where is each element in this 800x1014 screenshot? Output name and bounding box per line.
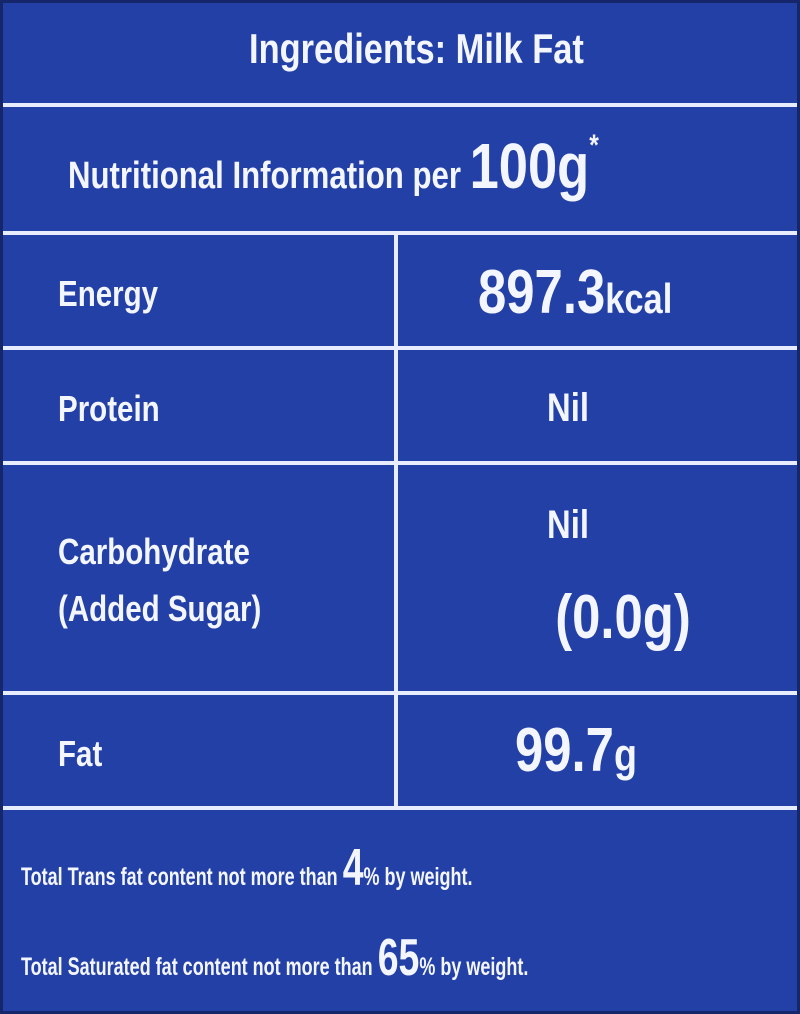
nutrient-label: Energy: [58, 273, 159, 314]
unit: kcal: [605, 275, 673, 322]
amount: 897.3: [478, 258, 606, 327]
note-text: Total Trans fat content not more than: [21, 863, 338, 891]
title-text: Nutritional Information per: [68, 155, 461, 197]
serving: 100g: [469, 130, 590, 202]
divider: [3, 346, 797, 350]
divider: [3, 691, 797, 695]
nutrient-subamount: (0.0g): [459, 578, 787, 674]
nutrient-amount: Nil: [547, 503, 589, 547]
note-text: Total Saturated fat content not more tha…: [21, 953, 373, 981]
nutrient-label: Fat: [58, 733, 103, 774]
nutrition-title: Nutritional Information per 100g*: [68, 131, 599, 211]
note-number: 4: [342, 839, 364, 897]
nutrient-amount: 99.7g: [515, 711, 637, 807]
sub-unit: g): [642, 583, 691, 652]
divider: [3, 806, 797, 810]
sub-amount: (0.0: [555, 583, 643, 652]
nutrient-label: Protein: [58, 388, 160, 429]
nutrient-amount: Nil: [547, 386, 589, 430]
footer-note: Total Trans fat content not more than 4%…: [21, 838, 473, 907]
note-suffix: % by weight.: [419, 953, 529, 981]
column-divider: [394, 233, 398, 808]
footer-note: Total Saturated fat content not more tha…: [21, 928, 528, 997]
nutrient-label: Carbohydrate: [58, 531, 250, 572]
divider: [3, 103, 797, 107]
divider: [3, 461, 797, 465]
unit: g: [613, 729, 638, 781]
nutrient-sublabel: (Added Sugar): [58, 588, 262, 629]
note-suffix: % by weight.: [363, 863, 473, 891]
amount: 99.7: [515, 716, 614, 785]
serving-note: *: [589, 129, 599, 162]
note-number: 65: [377, 929, 420, 987]
divider: [3, 231, 797, 235]
nutrient-amount: 897.3kcal: [478, 253, 672, 349]
ingredients: Ingredients: Milk Fat: [249, 25, 584, 72]
